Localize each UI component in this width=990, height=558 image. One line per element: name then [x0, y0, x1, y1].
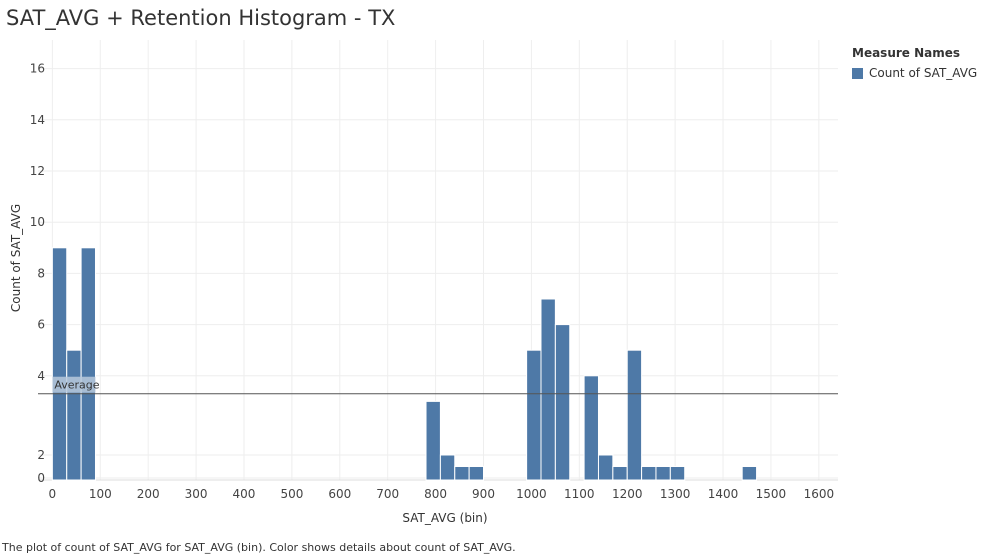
x-tick-label: 300 [185, 487, 208, 501]
histogram-bar[interactable] [526, 349, 542, 481]
x-tick-label: 1200 [612, 487, 643, 501]
x-tick-label: 600 [328, 487, 351, 501]
histogram-bar[interactable] [554, 324, 571, 481]
histogram-bar[interactable] [80, 247, 96, 481]
histogram-bar[interactable] [468, 466, 485, 481]
x-tick-label: 1100 [564, 487, 595, 501]
histogram-bar[interactable] [66, 349, 82, 481]
x-tick-label: 1500 [756, 487, 787, 501]
histogram-bar[interactable] [454, 466, 470, 481]
histogram-bar[interactable] [626, 349, 643, 481]
histogram-bar[interactable] [425, 400, 441, 481]
chart-title: SAT_AVG + Retention Histogram - TX [6, 6, 396, 30]
histogram-bar[interactable] [612, 466, 628, 481]
x-tick-label: 800 [424, 487, 447, 501]
x-tick-label: 400 [233, 487, 256, 501]
histogram-bar[interactable] [597, 454, 614, 481]
y-tick-label: 8 [37, 266, 45, 280]
histogram-bar[interactable] [641, 466, 657, 481]
x-tick-label: 1300 [660, 487, 691, 501]
legend-swatch [852, 67, 863, 79]
legend[interactable]: Measure Names Count of SAT_AVG [852, 46, 977, 80]
histogram-bar[interactable] [583, 375, 599, 481]
reference-line-layer: Average [38, 376, 838, 395]
y-tick-label: 10 [30, 215, 45, 229]
average-label: Average [54, 379, 99, 392]
y-tick-label: 4 [37, 369, 45, 383]
x-tick-label: 500 [280, 487, 303, 501]
x-tick-label: 100 [89, 487, 112, 501]
x-tick-label: 1600 [804, 487, 835, 501]
legend-title: Measure Names [852, 46, 961, 60]
histogram-bar[interactable] [669, 466, 686, 481]
y-tick-label: 6 [37, 318, 45, 332]
x-tick-label: 200 [137, 487, 160, 501]
y-tick-label: 16 [30, 62, 45, 76]
y-tick-label: 12 [30, 164, 45, 178]
y-tick-label: 14 [30, 113, 45, 127]
bar-layer [51, 247, 758, 481]
x-tick-label: 1400 [708, 487, 739, 501]
x-tick-label: 700 [376, 487, 399, 501]
legend-item-label: Count of SAT_AVG [869, 66, 978, 80]
histogram-bar[interactable] [741, 466, 758, 481]
histogram-bar[interactable] [51, 247, 68, 481]
y-tick-label: 0 [37, 471, 45, 485]
histogram-bar[interactable] [540, 298, 556, 481]
legend-item[interactable]: Count of SAT_AVG [852, 66, 977, 80]
chart-caption: The plot of count of SAT_AVG for SAT_AVG… [2, 541, 516, 554]
histogram-bar[interactable] [655, 466, 671, 481]
histogram-bar[interactable] [439, 454, 456, 481]
y-tick-label: 2 [37, 448, 45, 462]
tick-layer: 0 2 4 6 8 10 12 14 16 0 100 200 300 400 500 600 700 800 90… [30, 62, 834, 501]
x-tick-label: 1000 [516, 487, 547, 501]
x-axis-label: SAT_AVG (bin) [402, 511, 487, 525]
x-tick-label: 0 [49, 487, 57, 501]
average-label-background [52, 376, 96, 393]
x-tick-label: 900 [472, 487, 495, 501]
y-axis-label: Count of SAT_AVG [9, 204, 23, 312]
